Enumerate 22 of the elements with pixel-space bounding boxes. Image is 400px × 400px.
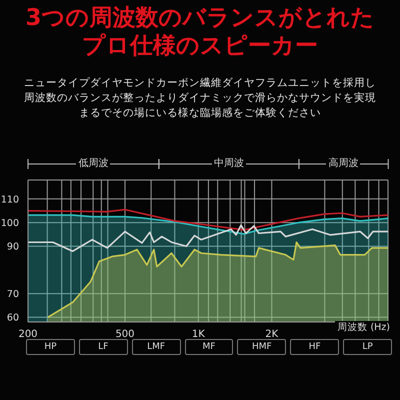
chart-subtitle: ニュータイプダイヤモンドカーボン繊維ダイヤフラムユニットを採用し周波数のバランスが整ったよりダイナミックで滑らかなサウンドを実現まるでその場にいる様な臨場感をご体験ください bbox=[23, 76, 377, 121]
chart-title: 3つの周波数のバランスがとれたプロ仕様のスピーカー bbox=[24, 4, 376, 60]
text: 高周波 bbox=[326, 158, 360, 169]
x-tick-label: 200 bbox=[18, 329, 38, 340]
y-tick-label: 100 bbox=[0, 218, 19, 229]
text: LF bbox=[78, 339, 128, 355]
text: HMF bbox=[237, 339, 286, 355]
y-tick-label: 90 bbox=[6, 242, 19, 253]
text: LMF bbox=[132, 339, 181, 355]
text: 中周波 bbox=[212, 158, 246, 169]
y-tick-label: 70 bbox=[6, 288, 19, 300]
x-tick-label: 500 bbox=[115, 329, 135, 340]
text: 低周波 bbox=[76, 158, 110, 169]
x-tick-label: 1K bbox=[192, 329, 206, 340]
x-axis-title: 周波数 (Hz) bbox=[335, 321, 392, 334]
y-tick-label: 110 bbox=[0, 194, 19, 206]
text: HP bbox=[26, 339, 75, 355]
text: HF bbox=[290, 339, 340, 355]
y-tick-label: 60 bbox=[6, 312, 19, 324]
text: LP bbox=[343, 339, 392, 355]
x-tick-label: 2K bbox=[265, 329, 279, 340]
text: MF bbox=[184, 339, 234, 355]
